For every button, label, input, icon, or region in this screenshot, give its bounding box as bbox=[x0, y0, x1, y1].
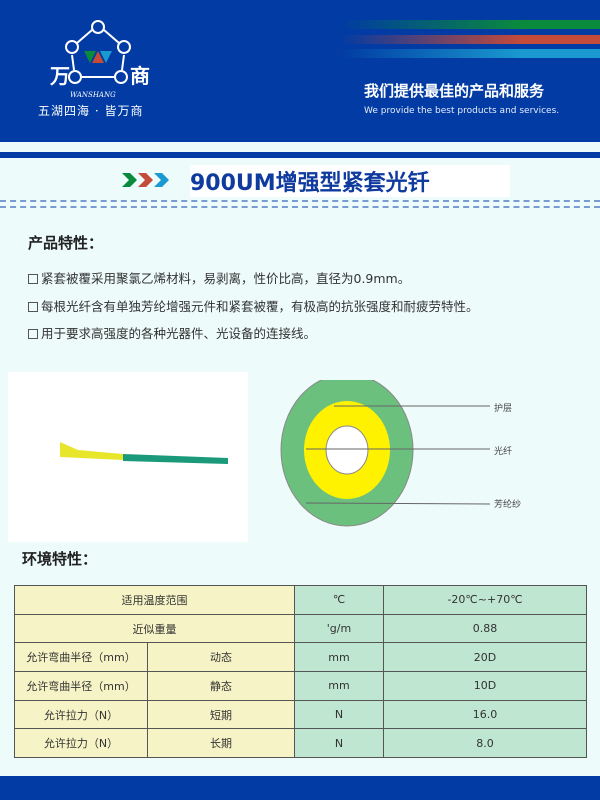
label-sheath: 护层 bbox=[494, 404, 513, 414]
table-row: 近似重量'g/m 0.88 bbox=[14, 613, 587, 644]
param-cell: 允许拉力（N） bbox=[14, 728, 148, 759]
slogan-chinese: 我们提供最佳的产品和服务 bbox=[364, 82, 545, 100]
features-heading: 产品特性： bbox=[28, 234, 104, 252]
table-row: 适用温度范围 ℃ -20℃~+70℃ bbox=[14, 585, 587, 615]
unit-cell: N bbox=[294, 728, 384, 759]
value-cell: 20D bbox=[383, 642, 587, 673]
label-fiber: 光纤 bbox=[494, 447, 513, 457]
param-cell: 适用温度范围 bbox=[14, 585, 295, 615]
slogan-english: We provide the best products and service… bbox=[364, 106, 560, 116]
feature-item: 每根光纤含有单独芳纶增强元件和紧套被覆，有极高的抗张强度和耐疲劳特性。 bbox=[28, 296, 479, 315]
label-aramid: 芳纶纱 bbox=[494, 500, 522, 510]
param-cell: 允许拉力（N） bbox=[14, 699, 148, 730]
environment-heading: 环境特性： bbox=[22, 550, 98, 568]
param-cell: 允许弯曲半径（mm） bbox=[14, 642, 148, 673]
param-cell: 近似重量 bbox=[14, 613, 295, 644]
table-row: 允许拉力（N） 长期 N 8.0 bbox=[14, 728, 587, 759]
fiber-image bbox=[8, 372, 248, 542]
triple-chevron-icon bbox=[122, 173, 169, 187]
param-cell: 允许弯曲半径（mm） bbox=[14, 671, 148, 701]
cyan-stripe bbox=[340, 49, 600, 58]
unit-cell: mm bbox=[294, 671, 384, 701]
feature-item: 用于要求高强度的各种光器件、光设备的连接线。 bbox=[28, 323, 316, 342]
header-banner: 万 商 WANSHANG 五湖四海 · 皆万商 我们提供最佳的产品和服务 We … bbox=[0, 0, 600, 142]
checkbox-icon bbox=[28, 274, 38, 284]
table-row: 允许弯曲半径（mm） 动态 mm 20D bbox=[14, 642, 587, 673]
wanshang-logo: 万 商 WANSHANG bbox=[49, 20, 150, 99]
checkbox-icon bbox=[28, 302, 38, 312]
sub-cell: 长期 bbox=[147, 728, 295, 759]
spec-table: 适用温度范围 ℃ -20℃~+70℃ 近似重量'g/m 0.88 允许弯曲半径（mm）… bbox=[14, 585, 587, 759]
checkbox-icon bbox=[28, 329, 38, 339]
table-row: 允许拉力（N） 短期 N 16.0 bbox=[14, 699, 587, 730]
product-title: 900UM增强型紧套光钎 bbox=[190, 165, 510, 197]
svg-text:商: 商 bbox=[130, 64, 150, 88]
table-row: 允许弯曲半径（mm） 静态 mm 10D bbox=[14, 671, 587, 701]
footer-bar bbox=[0, 776, 600, 800]
divider-bar bbox=[0, 152, 600, 158]
cross-section-diagram bbox=[280, 380, 491, 527]
unit-cell: N bbox=[294, 699, 384, 730]
sub-cell: 短期 bbox=[147, 699, 295, 730]
svg-text:万: 万 bbox=[49, 64, 70, 88]
value-cell: 10D bbox=[383, 671, 587, 701]
dashed-divider bbox=[0, 200, 600, 208]
value-cell: 0.88 bbox=[383, 613, 587, 644]
unit-cell: 'g/m bbox=[294, 613, 384, 644]
unit-cell: mm bbox=[294, 642, 384, 673]
sub-cell: 动态 bbox=[147, 642, 295, 673]
value-cell: -20℃~+70℃ bbox=[383, 585, 587, 615]
value-cell: 8.0 bbox=[383, 728, 587, 759]
red-stripe bbox=[340, 35, 600, 44]
brand-motto: 五湖四海 · 皆万商 bbox=[38, 104, 144, 118]
value-cell: 16.0 bbox=[383, 699, 587, 730]
svg-text:WANSHANG: WANSHANG bbox=[70, 91, 116, 99]
feature-item: 紧套被覆采用聚氯乙烯材料，易剥离，性价比高，直径为0.9mm。 bbox=[28, 268, 410, 287]
sub-cell: 静态 bbox=[147, 671, 295, 701]
unit-cell: ℃ bbox=[294, 585, 384, 615]
green-stripe bbox=[340, 20, 600, 29]
